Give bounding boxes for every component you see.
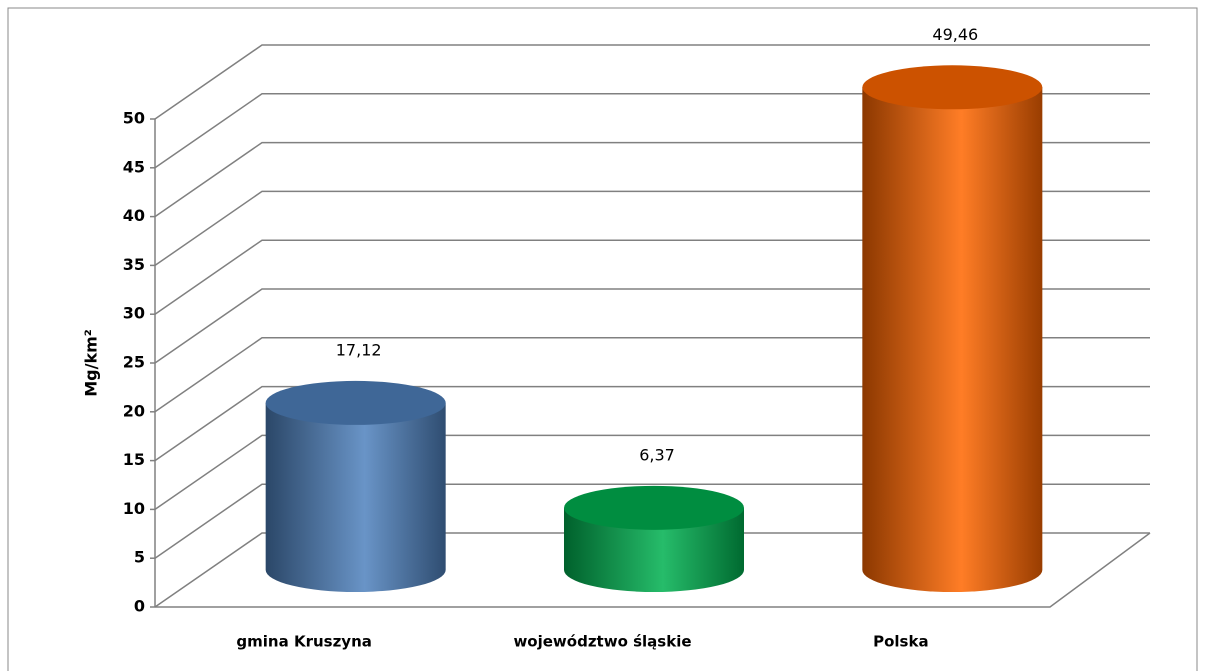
cylinder-body bbox=[564, 507, 744, 592]
y-tick-label: 20 bbox=[123, 401, 145, 420]
grid-line bbox=[154, 337, 1150, 413]
y-tick-label: 35 bbox=[123, 255, 145, 274]
grid-line bbox=[154, 288, 1150, 364]
grid-line bbox=[154, 239, 1150, 315]
y-tick-label: 25 bbox=[123, 353, 145, 372]
cylinder-top bbox=[564, 485, 744, 530]
grid-line bbox=[154, 93, 1150, 169]
x-tick-label: gmina Kruszyna bbox=[236, 633, 371, 651]
x-tick-label: Polska bbox=[873, 633, 928, 651]
y-tick-label: 5 bbox=[134, 548, 145, 567]
y-tick-label: 40 bbox=[123, 206, 145, 225]
grid-line bbox=[154, 385, 1150, 462]
grid-line bbox=[154, 44, 1150, 120]
grid-line bbox=[154, 141, 1150, 218]
cylinder-top bbox=[862, 65, 1043, 110]
cylinder-body bbox=[265, 402, 446, 592]
grid-line bbox=[154, 532, 1150, 608]
y-tick-label: 30 bbox=[123, 304, 145, 323]
x-tick-label: województwo śląskie bbox=[513, 633, 691, 651]
cylinder bbox=[564, 485, 744, 592]
value-label: 6,37 bbox=[639, 445, 675, 464]
grid-line bbox=[154, 434, 1150, 511]
y-tick-label: 45 bbox=[123, 157, 145, 176]
cylinder bbox=[862, 65, 1043, 593]
value-label: 17,12 bbox=[336, 340, 382, 359]
cylinder bbox=[265, 380, 446, 592]
cylinder-top bbox=[265, 380, 446, 425]
floor bbox=[155, 532, 1151, 608]
y-tick-label: 15 bbox=[123, 450, 145, 469]
y-axis-label: Mg/km² bbox=[82, 329, 101, 397]
y-tick-label: 50 bbox=[123, 109, 145, 128]
grid-line bbox=[154, 190, 1150, 267]
y-tick-label: 0 bbox=[134, 597, 145, 616]
cylinder-body bbox=[862, 87, 1043, 593]
y-tick-label: 10 bbox=[123, 499, 145, 518]
grid-line bbox=[154, 483, 1150, 559]
value-label: 49,46 bbox=[932, 25, 978, 44]
